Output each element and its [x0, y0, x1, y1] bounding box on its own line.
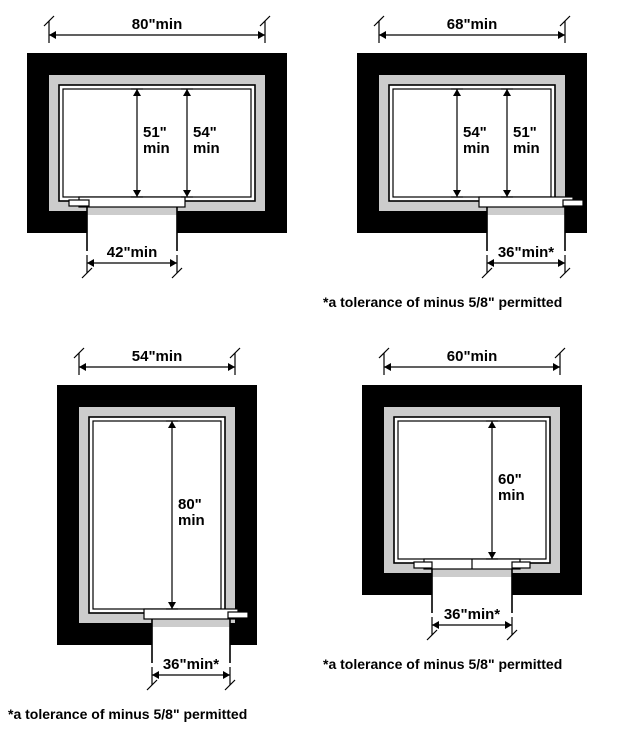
dim-label: min — [513, 140, 540, 157]
dim-label: 60" — [498, 471, 522, 488]
dim-label: 36"min* — [497, 244, 553, 261]
car-interior — [394, 417, 550, 563]
dim-label: min — [193, 140, 220, 157]
diagram-cell-d: 60"min 36"min* 60"min *a tolerance of minus… — [319, 340, 624, 722]
dim-label: 60"min — [446, 348, 496, 365]
dim-label: min — [178, 512, 205, 529]
elevator-diagram-c: 54"min 36"min* 80"min — [39, 340, 275, 700]
dim-label: min — [463, 140, 490, 157]
dim-label: 80" — [178, 496, 202, 513]
dim-label: 51" — [143, 124, 167, 141]
dim-label: min — [498, 487, 525, 504]
door-track — [479, 197, 573, 207]
door-track — [144, 609, 238, 619]
dim-label: min — [143, 140, 170, 157]
diagram-cell-b: 68"min36"min*54"min51"min*a tolerance of… — [319, 8, 624, 310]
dim-label: 42"min — [106, 244, 156, 261]
dim-label: 54"min — [131, 348, 181, 365]
tolerance-note: *a tolerance of minus 5/8" permitted — [319, 294, 562, 310]
tolerance-note: *a tolerance of minus 5/8" permitted — [4, 706, 247, 722]
dim-label: 54" — [193, 124, 217, 141]
elevator-diagram-a: 80"min42"min51"min54"min — [9, 8, 305, 288]
dim-width: 54"min — [74, 348, 240, 375]
elevator-diagram-b: 68"min36"min*54"min51"min — [339, 8, 605, 288]
diagram-cell-c: 54"min 36"min* 80"min *a tolerance of minus… — [4, 340, 309, 722]
elevator-diagram-d: 60"min 36"min* 60"min — [344, 340, 600, 650]
diagram-cell-a: 80"min42"min51"min54"min — [4, 8, 309, 310]
dim-width: 68"min — [374, 16, 570, 43]
dim-label: 80"min — [131, 16, 181, 33]
dim-label: 51" — [513, 124, 537, 141]
door-track — [79, 197, 185, 207]
dim-label: 54" — [463, 124, 487, 141]
tolerance-note: *a tolerance of minus 5/8" permitted — [319, 656, 562, 672]
dim-width: 60"min — [379, 348, 565, 375]
dim-label: 36"min* — [162, 656, 218, 673]
dim-label: 36"min* — [443, 606, 499, 623]
dim-label: 68"min — [446, 16, 496, 33]
dim-width: 80"min — [44, 16, 270, 43]
